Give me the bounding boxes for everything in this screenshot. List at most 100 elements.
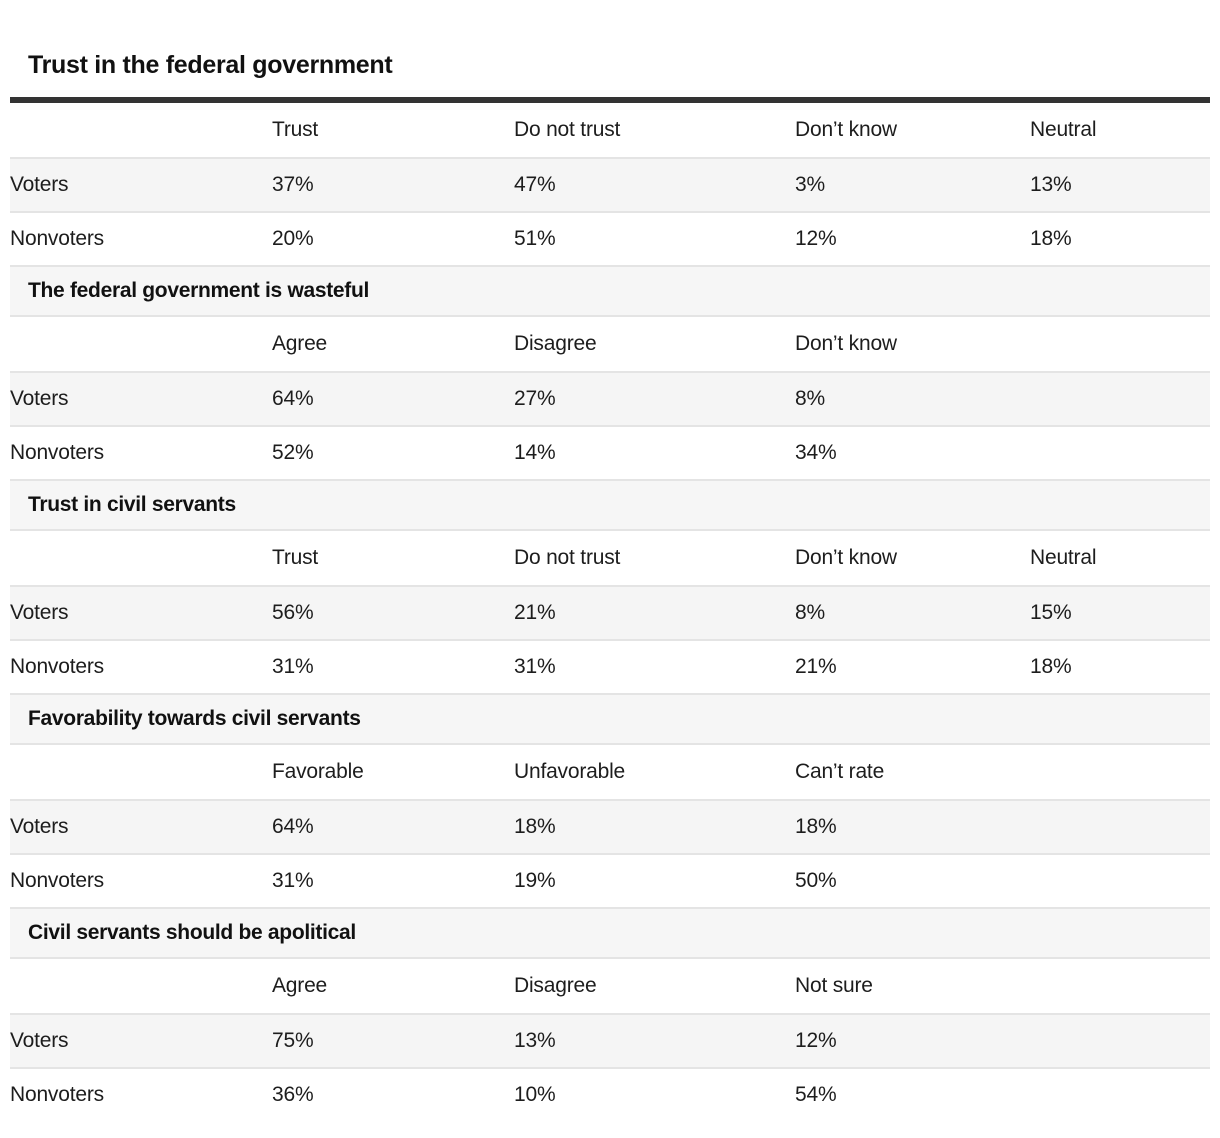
empty-cell [1030, 371, 1210, 425]
column-header: Neutral [1030, 103, 1210, 157]
column-header: Don’t know [795, 317, 1030, 371]
cell-value: 10% [514, 1067, 795, 1121]
cell-value: 34% [795, 425, 1030, 479]
cell-value: 31% [514, 639, 795, 693]
cell-value: 37% [272, 157, 514, 211]
cell-value: 20% [272, 211, 514, 265]
column-header: Disagree [514, 959, 795, 1013]
row-label: Nonvoters [10, 1067, 272, 1121]
table-row-nonvoters: Nonvoters 31% 19% 50% [10, 853, 1210, 907]
cell-value: 51% [514, 211, 795, 265]
table-row-nonvoters: Nonvoters 31% 31% 21% 18% [10, 639, 1210, 693]
empty-cell [1030, 959, 1210, 1013]
survey-results-table: Trust Do not trust Don’t know Neutral Vo… [10, 103, 1210, 1121]
cell-value: 21% [514, 585, 795, 639]
cell-value: 56% [272, 585, 514, 639]
empty-cell [10, 959, 272, 1013]
cell-value: 19% [514, 853, 795, 907]
cell-value: 12% [795, 1013, 1030, 1067]
table-row-voters: Voters 64% 18% 18% [10, 799, 1210, 853]
row-label: Voters [10, 371, 272, 425]
cell-value: 18% [1030, 639, 1210, 693]
column-header: Unfavorable [514, 745, 795, 799]
section-title-row: Favorability towards civil servants [10, 693, 1210, 745]
cell-value: 64% [272, 799, 514, 853]
cell-value: 50% [795, 853, 1030, 907]
row-label: Voters [10, 799, 272, 853]
section-4-header-row: Favorable Unfavorable Can’t rate [10, 745, 1210, 799]
column-header: Trust [272, 531, 514, 585]
column-header: Agree [272, 317, 514, 371]
cell-value: 13% [1030, 157, 1210, 211]
cell-value: 12% [795, 211, 1030, 265]
section-title: Favorability towards civil servants [10, 693, 1210, 745]
cell-value: 14% [514, 425, 795, 479]
column-header: Don’t know [795, 531, 1030, 585]
column-header: Not sure [795, 959, 1030, 1013]
empty-cell [10, 317, 272, 371]
table-row-nonvoters: Nonvoters 20% 51% 12% 18% [10, 211, 1210, 265]
cell-value: 31% [272, 639, 514, 693]
cell-value: 3% [795, 157, 1030, 211]
empty-cell [1030, 317, 1210, 371]
table-top-rule [10, 97, 1210, 103]
section-title-row: The federal government is wasteful [10, 265, 1210, 317]
column-header: Favorable [272, 745, 514, 799]
empty-cell [1030, 799, 1210, 853]
column-header: Agree [272, 959, 514, 1013]
table-row-nonvoters: Nonvoters 36% 10% 54% [10, 1067, 1210, 1121]
column-header: Neutral [1030, 531, 1210, 585]
row-label: Nonvoters [10, 853, 272, 907]
page-title: Trust in the federal government [28, 51, 393, 79]
section-title: The federal government is wasteful [10, 265, 1210, 317]
row-label: Nonvoters [10, 639, 272, 693]
column-header: Do not trust [514, 103, 795, 157]
row-label: Voters [10, 1013, 272, 1067]
cell-value: 47% [514, 157, 795, 211]
section-1-header-row: Trust Do not trust Don’t know Neutral [10, 103, 1210, 157]
section-3-header-row: Trust Do not trust Don’t know Neutral [10, 531, 1210, 585]
empty-cell [1030, 1013, 1210, 1067]
column-header: Don’t know [795, 103, 1030, 157]
section-5-header-row: Agree Disagree Not sure [10, 959, 1210, 1013]
row-label: Voters [10, 157, 272, 211]
table-row-voters: Voters 75% 13% 12% [10, 1013, 1210, 1067]
cell-value: 21% [795, 639, 1030, 693]
column-header: Trust [272, 103, 514, 157]
cell-value: 8% [795, 585, 1030, 639]
empty-cell [10, 531, 272, 585]
row-label: Voters [10, 585, 272, 639]
empty-cell [10, 103, 272, 157]
cell-value: 18% [795, 799, 1030, 853]
cell-value: 75% [272, 1013, 514, 1067]
empty-cell [1030, 1067, 1210, 1121]
cell-value: 18% [514, 799, 795, 853]
column-header: Do not trust [514, 531, 795, 585]
table-row-voters: Voters 64% 27% 8% [10, 371, 1210, 425]
cell-value: 54% [795, 1067, 1030, 1121]
cell-value: 64% [272, 371, 514, 425]
empty-cell [1030, 853, 1210, 907]
empty-cell [1030, 745, 1210, 799]
section-title: Civil servants should be apolitical [10, 907, 1210, 959]
table-row-voters: Voters 37% 47% 3% 13% [10, 157, 1210, 211]
section-title-row: Civil servants should be apolitical [10, 907, 1210, 959]
cell-value: 8% [795, 371, 1030, 425]
cell-value: 31% [272, 853, 514, 907]
section-title-row: Trust in civil servants [10, 479, 1210, 531]
column-header: Can’t rate [795, 745, 1030, 799]
cell-value: 18% [1030, 211, 1210, 265]
cell-value: 52% [272, 425, 514, 479]
section-2-header-row: Agree Disagree Don’t know [10, 317, 1210, 371]
empty-cell [1030, 425, 1210, 479]
row-label: Nonvoters [10, 211, 272, 265]
table-row-voters: Voters 56% 21% 8% 15% [10, 585, 1210, 639]
empty-cell [10, 745, 272, 799]
cell-value: 15% [1030, 585, 1210, 639]
section-title: Trust in civil servants [10, 479, 1210, 531]
cell-value: 13% [514, 1013, 795, 1067]
table-row-nonvoters: Nonvoters 52% 14% 34% [10, 425, 1210, 479]
cell-value: 27% [514, 371, 795, 425]
cell-value: 36% [272, 1067, 514, 1121]
row-label: Nonvoters [10, 425, 272, 479]
